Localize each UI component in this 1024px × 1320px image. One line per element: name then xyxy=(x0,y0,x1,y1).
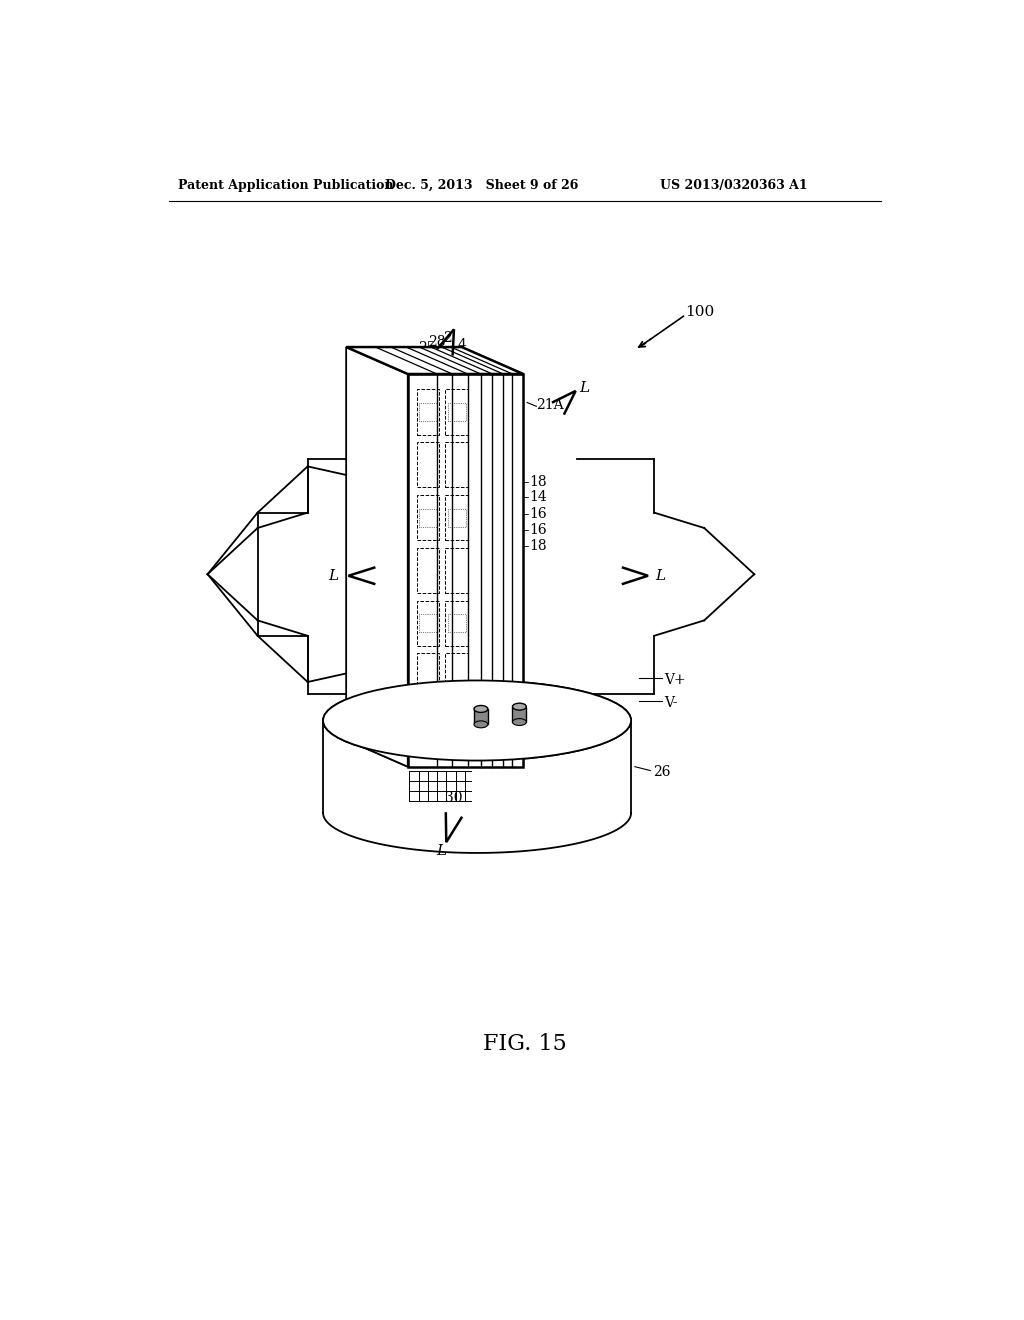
Text: 18: 18 xyxy=(529,540,547,553)
Text: 10: 10 xyxy=(351,444,370,458)
Bar xyxy=(417,601,439,645)
Bar xyxy=(445,706,468,751)
Ellipse shape xyxy=(512,718,526,726)
Ellipse shape xyxy=(474,705,487,713)
Text: L: L xyxy=(329,569,339,582)
Bar xyxy=(417,389,439,434)
Bar xyxy=(445,442,468,487)
Text: 21B: 21B xyxy=(380,392,408,405)
Text: L: L xyxy=(436,845,445,858)
Polygon shape xyxy=(462,347,523,767)
Bar xyxy=(445,389,468,434)
Text: 28: 28 xyxy=(428,335,445,350)
Bar xyxy=(447,719,466,738)
Bar xyxy=(417,653,439,698)
Text: 21A: 21A xyxy=(537,397,564,412)
Text: 22: 22 xyxy=(377,414,394,429)
Bar xyxy=(447,508,466,527)
Bar xyxy=(447,403,466,421)
Bar xyxy=(445,653,468,698)
Ellipse shape xyxy=(323,681,631,760)
Bar xyxy=(447,614,466,632)
Text: L: L xyxy=(580,381,590,395)
Bar xyxy=(512,706,526,722)
Polygon shape xyxy=(408,374,523,767)
Text: 26: 26 xyxy=(652,766,670,779)
Text: L: L xyxy=(655,569,665,582)
Text: 2: 2 xyxy=(443,331,453,345)
Bar xyxy=(417,548,439,593)
Bar xyxy=(419,508,437,527)
Ellipse shape xyxy=(512,704,526,710)
Bar xyxy=(419,719,437,738)
Ellipse shape xyxy=(474,721,487,727)
Text: 25: 25 xyxy=(418,341,436,355)
Bar xyxy=(474,709,487,725)
Polygon shape xyxy=(346,347,523,374)
Ellipse shape xyxy=(323,681,631,760)
Text: US 2013/0320363 A1: US 2013/0320363 A1 xyxy=(660,178,808,191)
Text: 16: 16 xyxy=(529,507,547,521)
Text: 4: 4 xyxy=(411,348,420,363)
Text: L: L xyxy=(432,350,442,364)
Text: 18: 18 xyxy=(529,475,547,488)
Text: V+: V+ xyxy=(665,673,686,686)
Text: 100: 100 xyxy=(685,305,714,319)
Text: 30: 30 xyxy=(445,791,463,804)
Text: FIG. 15: FIG. 15 xyxy=(483,1032,566,1055)
Text: 14: 14 xyxy=(529,490,547,504)
Bar xyxy=(445,601,468,645)
Bar xyxy=(419,403,437,421)
Bar xyxy=(417,495,439,540)
Bar xyxy=(445,495,468,540)
Bar xyxy=(417,706,439,751)
Text: Patent Application Publication: Patent Application Publication xyxy=(178,178,394,191)
Polygon shape xyxy=(346,739,523,767)
Polygon shape xyxy=(346,347,408,767)
Text: Dec. 5, 2013   Sheet 9 of 26: Dec. 5, 2013 Sheet 9 of 26 xyxy=(385,178,578,191)
Bar xyxy=(417,442,439,487)
Bar xyxy=(445,548,468,593)
Text: 32: 32 xyxy=(548,711,565,725)
Text: V-: V- xyxy=(665,696,678,710)
Bar xyxy=(419,614,437,632)
Text: 4: 4 xyxy=(458,338,466,352)
Text: 16: 16 xyxy=(529,523,547,536)
